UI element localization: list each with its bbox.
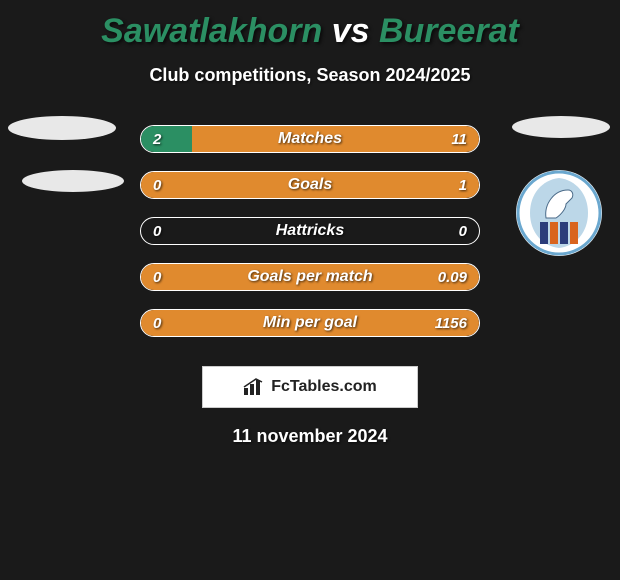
- stat-label: Min per goal: [141, 314, 479, 332]
- stat-value-left: 0: [153, 177, 161, 194]
- bars-icon: [243, 378, 265, 396]
- stat-row: Goals0 1: [140, 171, 480, 199]
- page-title: Sawatlakhorn vs Bureerat: [0, 0, 620, 51]
- date-line: 11 november 2024: [0, 426, 620, 447]
- subtitle: Club competitions, Season 2024/2025: [0, 65, 620, 86]
- stat-label: Goals per match: [141, 268, 479, 286]
- stat-value-right: 0: [459, 223, 467, 240]
- stat-row-wrap: Hattricks0 0: [0, 208, 620, 254]
- stat-label: Hattricks: [141, 222, 479, 240]
- stat-value-left: 2: [153, 131, 161, 148]
- stat-row-wrap: Goals0 1: [0, 162, 620, 208]
- brand-box: FcTables.com: [202, 366, 418, 408]
- stat-value-right: 1156: [435, 315, 467, 332]
- stat-row: Hattricks0 0: [140, 217, 480, 245]
- stat-label: Goals: [141, 176, 479, 194]
- stat-label: Matches: [141, 130, 479, 148]
- brand-text: FcTables.com: [271, 378, 377, 396]
- stat-row-wrap: Matches2 11: [0, 116, 620, 162]
- stats-area: Matches211Goals01Hattricks00Goals per ma…: [0, 116, 620, 346]
- stat-row: Goals per match0 0.09: [140, 263, 480, 291]
- stat-row-wrap: Goals per match0 0.09: [0, 254, 620, 300]
- stat-row-wrap: Min per goal0 1156: [0, 300, 620, 346]
- title-vs: vs: [332, 12, 370, 50]
- stat-value-left: 0: [153, 223, 161, 240]
- stat-value-right: 0.09: [438, 269, 467, 286]
- title-right: Bureerat: [379, 12, 519, 50]
- stat-value-right: 1: [459, 177, 467, 194]
- stat-row: Min per goal0 1156: [140, 309, 480, 337]
- stat-value-left: 0: [153, 315, 161, 332]
- stat-value-right: 11: [451, 131, 467, 148]
- title-left: Sawatlakhorn: [101, 12, 322, 50]
- stat-value-left: 0: [153, 269, 161, 286]
- stat-row: Matches2 11: [140, 125, 480, 153]
